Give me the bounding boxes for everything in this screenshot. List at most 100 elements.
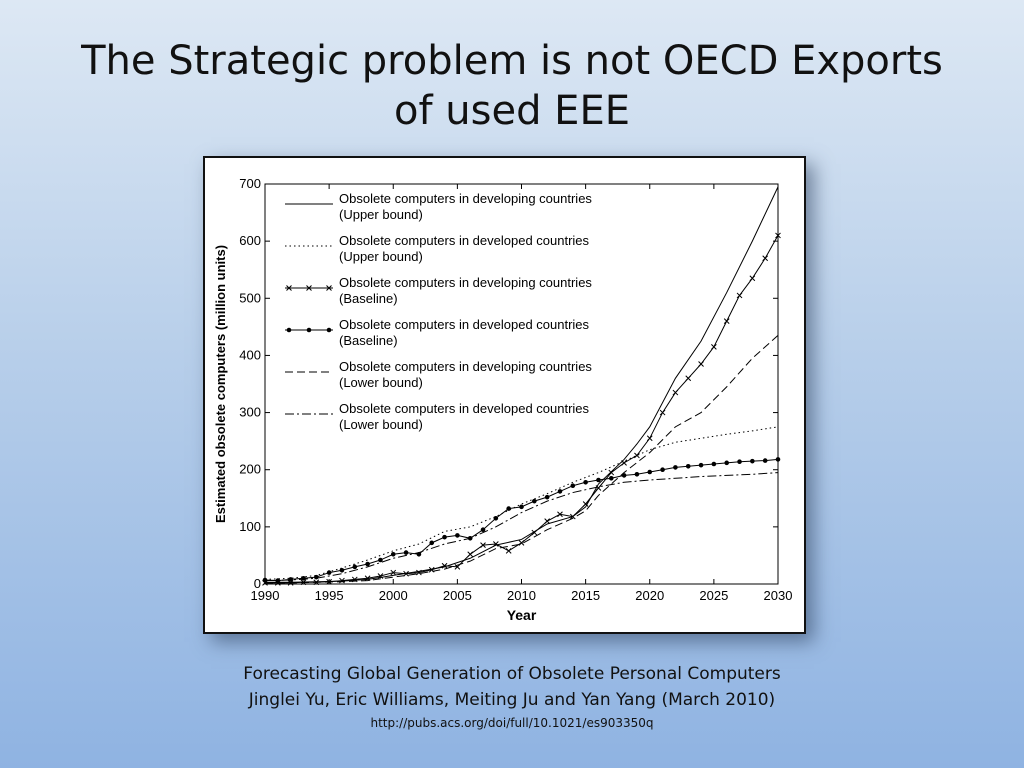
series-4-point — [608, 475, 614, 481]
series-3-point — [518, 540, 525, 546]
legend-marker-4 — [286, 327, 292, 333]
x-tick-label: 1990 — [251, 588, 280, 603]
y-tick-label: 500 — [239, 290, 261, 305]
series-3-point — [723, 318, 730, 324]
series-4-point — [480, 527, 486, 533]
series-3-point — [505, 548, 512, 554]
y-tick-label: 700 — [239, 176, 261, 191]
series-3-point — [364, 575, 371, 582]
series-4-point — [378, 557, 383, 563]
series-4-point — [660, 467, 665, 473]
series-group — [262, 186, 781, 586]
series-3-point — [698, 361, 704, 367]
slide-title: The Strategic problem is not OECD Export… — [40, 36, 984, 136]
series-4-point — [698, 462, 704, 468]
series-4-point — [390, 551, 396, 557]
series-3-point — [711, 344, 717, 350]
x-tick-label: 2030 — [764, 588, 793, 603]
series-3-point — [416, 569, 422, 576]
chart-svg: 1990 1995 2000 2005 2010 2015 2020 2025 2030 0 100… — [213, 176, 793, 623]
legend-marker-4 — [306, 327, 312, 333]
series-3-point — [377, 573, 384, 579]
y-tick-label: 600 — [239, 233, 261, 248]
legend-label-5-line-2: (Lower bound) — [339, 375, 423, 390]
series-4-point — [750, 458, 755, 464]
chart-figure: 1990 1995 2000 2005 2010 2015 2020 2025 2030 0 100… — [203, 156, 806, 634]
series-3-point — [595, 485, 602, 491]
legend-label-6-line-1: Obsolete computers in developed countrie… — [339, 401, 590, 416]
series-3-point — [736, 292, 743, 299]
series-4-point — [634, 471, 640, 477]
x-axis-label: Year — [507, 607, 537, 623]
caption-link[interactable]: http://pubs.acs.org/doi/full/10.1021/es9… — [370, 716, 654, 730]
series-4-point — [288, 577, 293, 582]
series-4-point — [596, 477, 601, 483]
series-3-point — [582, 501, 589, 507]
series-4-point — [352, 564, 358, 570]
series-4-point — [493, 515, 499, 521]
series-4-point — [326, 570, 332, 575]
legend-label-3-line-1: Obsolete computers in developing countri… — [339, 275, 592, 290]
y-tick-label: 100 — [239, 519, 261, 534]
legend-label-5-line-1: Obsolete computers in developing countri… — [339, 359, 592, 374]
y-tick-label: 300 — [239, 405, 261, 420]
series-4-point — [532, 498, 537, 504]
x-tick-label: 2000 — [379, 588, 408, 603]
series-4-point — [262, 577, 268, 583]
series-line-1 — [265, 186, 779, 583]
series-3-point — [480, 542, 486, 548]
slide-title-line-2: of used EEE — [394, 88, 630, 134]
series-3-point — [467, 551, 474, 558]
series-3-point — [749, 275, 756, 282]
series-4-point — [685, 463, 691, 469]
legend-label-6-line-2: (Lower bound) — [339, 417, 423, 432]
y-axis-label: Estimated obsolete computers (million un… — [213, 245, 228, 523]
x-tick-label: 2005 — [443, 588, 472, 603]
legend-label-4-line-2: (Baseline) — [339, 333, 398, 348]
series-4-point — [583, 479, 588, 485]
series-4-point — [544, 494, 550, 500]
legend-label-1-line-2: (Upper bound) — [339, 207, 423, 222]
series-3-point — [390, 569, 397, 576]
series-4-point — [455, 533, 460, 538]
series-3-point — [646, 435, 653, 442]
series-3-point — [569, 513, 576, 520]
legend: Obsolete computers in developing countri… — [285, 191, 592, 432]
series-4-point — [301, 575, 306, 581]
series-3-point — [659, 409, 666, 416]
series-4-point — [737, 459, 742, 465]
series-3-point — [544, 518, 551, 524]
y-tick-label: 400 — [239, 347, 261, 362]
series-3-point — [531, 529, 538, 536]
series-4-point — [621, 473, 627, 478]
series-3-point — [441, 562, 448, 569]
x-tick-label: 1995 — [315, 588, 344, 603]
legend-marker-3 — [286, 285, 292, 291]
x-tick-label: 2025 — [699, 588, 728, 603]
series-4-point — [647, 469, 653, 475]
series-3-point — [672, 389, 679, 396]
legend-marker-4 — [326, 327, 332, 333]
series-4-point — [557, 489, 563, 494]
series-line-5 — [265, 335, 779, 584]
series-4-point — [339, 567, 345, 573]
series-3-point — [608, 469, 615, 476]
series-3-point — [762, 255, 769, 262]
legend-label-3-line-2: (Baseline) — [339, 291, 398, 306]
series-4-point — [762, 458, 768, 463]
series-3-point — [621, 460, 627, 466]
series-3-point — [557, 511, 563, 518]
caption-authors: Jinglei Yu, Eric Williams, Meiting Ju an… — [248, 690, 776, 710]
series-4-point — [519, 504, 524, 510]
series-4-point — [365, 561, 370, 567]
legend-marker-3 — [306, 285, 312, 291]
series-4-point — [724, 460, 729, 466]
series-line-6 — [264, 472, 779, 582]
slide-title-line-1: The Strategic problem is not OECD Export… — [81, 38, 943, 84]
caption-title: Forecasting Global Generation of Obsolet… — [243, 664, 781, 684]
legend-label-1-line-1: Obsolete computers in developing countri… — [339, 191, 592, 206]
legend-label-4-line-1: Obsolete computers in developed countrie… — [339, 317, 590, 332]
legend-label-2-line-2: (Upper bound) — [339, 249, 423, 264]
series-4-point — [403, 550, 409, 555]
x-tick-label: 2010 — [507, 588, 536, 603]
